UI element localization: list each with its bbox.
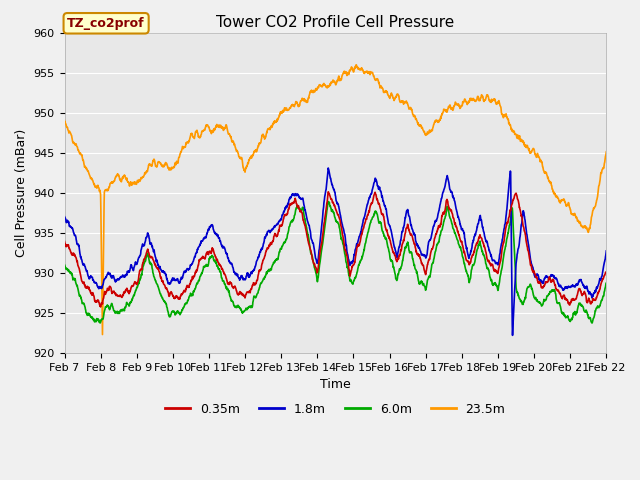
Title: Tower CO2 Profile Cell Pressure: Tower CO2 Profile Cell Pressure — [216, 15, 454, 30]
Legend: 0.35m, 1.8m, 6.0m, 23.5m: 0.35m, 1.8m, 6.0m, 23.5m — [161, 398, 511, 420]
Y-axis label: Cell Pressure (mBar): Cell Pressure (mBar) — [15, 129, 28, 257]
X-axis label: Time: Time — [320, 378, 351, 391]
Text: TZ_co2prof: TZ_co2prof — [67, 17, 145, 30]
